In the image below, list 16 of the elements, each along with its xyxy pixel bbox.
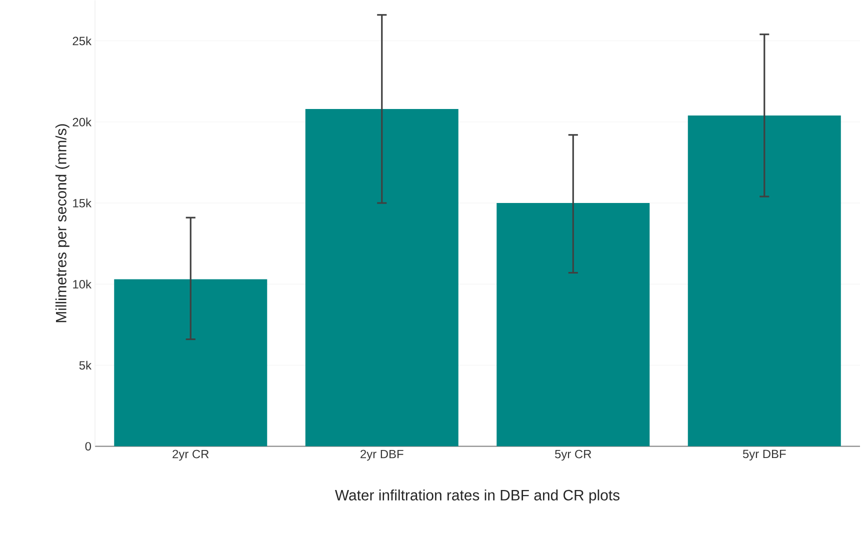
- y-tick-label: 0: [85, 442, 92, 450]
- y-tick-label: 5k: [79, 360, 92, 370]
- bar: [496, 202, 650, 446]
- x-tick-label: 5yr CR: [555, 450, 592, 461]
- y-axis-title: Millimetres per second (mm/s): [55, 124, 70, 322]
- bar: [305, 108, 458, 446]
- y-tick-label: 25k: [72, 36, 92, 46]
- y-tick-label: 10k: [73, 280, 92, 288]
- bar: [114, 279, 268, 446]
- x-axis-title: Water infiltration rates in DBF and CR plots: [334, 489, 620, 504]
- x-tick-label: 2yr CR: [172, 450, 209, 461]
- y-tick-label: 15k: [73, 198, 92, 208]
- x-tick-label: 5yr DBF: [742, 450, 786, 460]
- y-tick-label: 20k: [72, 117, 92, 126]
- bar: [688, 115, 841, 446]
- x-tick-label: 2yr DBF: [360, 450, 404, 461]
